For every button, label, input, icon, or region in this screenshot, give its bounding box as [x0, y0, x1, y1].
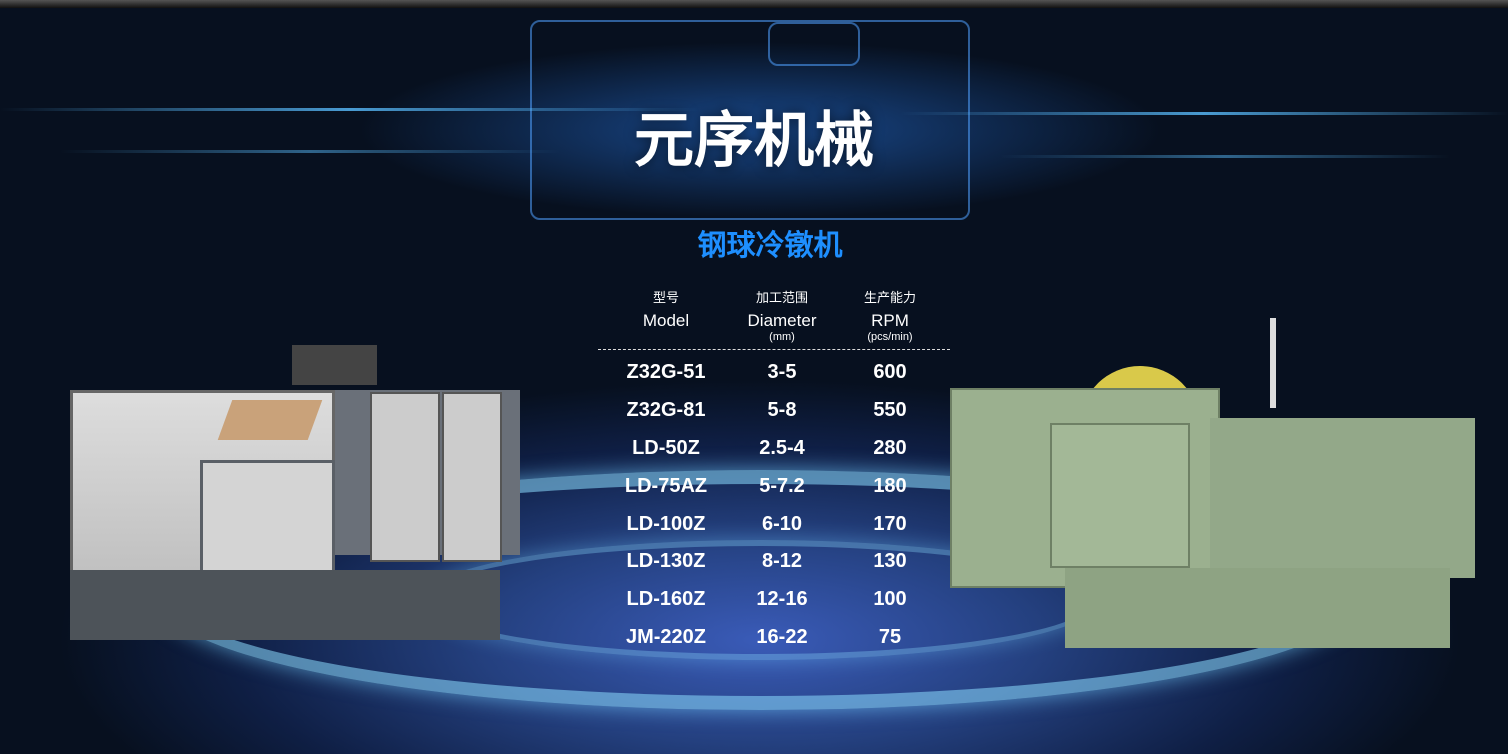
- light-line: [0, 108, 700, 111]
- light-line: [900, 112, 1508, 115]
- cell-rpm: 280: [873, 436, 907, 459]
- cell-diameter: 3-5: [767, 361, 797, 384]
- table-row: Z32G-81 5-8 550: [598, 392, 950, 430]
- product-subtitle: 钢球冷镦机: [697, 230, 843, 262]
- header-en: Model: [642, 311, 690, 330]
- cell-rpm: 75: [878, 625, 902, 648]
- spec-table: 型号 Model 加工范围 Diameter (mm) 生产能力 RPM (pc…: [598, 284, 950, 656]
- cell-diameter: 8-12: [761, 550, 803, 573]
- page-title: 元序机械: [634, 107, 874, 174]
- machine-image-right: [950, 318, 1478, 653]
- table-row: LD-130Z 8-12 130: [598, 543, 950, 581]
- table-header: 型号 Model 加工范围 Diameter (mm) 生产能力 RPM (pc…: [598, 284, 950, 350]
- cell-model: Z32G-81: [626, 399, 706, 422]
- cell-rpm: 180: [873, 474, 907, 497]
- cell-diameter: 5-8: [767, 399, 797, 422]
- table-body: Z32G-51 3-5 600 Z32G-81 5-8 550 LD-50Z 2.5-4 280…: [598, 350, 950, 656]
- machine-outline-graphic: [530, 20, 970, 220]
- cell-rpm: 550: [873, 399, 907, 422]
- cell-rpm: 600: [873, 361, 907, 384]
- machine-image-left: [70, 320, 520, 645]
- header-en: RPM: [871, 311, 909, 330]
- header-rpm: 生产能力 RPM (pcs/min): [830, 284, 950, 349]
- cell-diameter: 6-10: [761, 512, 803, 535]
- header-unit: (mm): [769, 331, 795, 343]
- cell-model: LD-100Z: [626, 512, 706, 535]
- table-row: Z32G-51 3-5 600: [598, 354, 950, 392]
- header-diameter: 加工范围 Diameter (mm): [734, 284, 830, 349]
- cell-rpm: 130: [873, 550, 907, 573]
- cell-model: LD-50Z: [632, 436, 700, 459]
- table-row: LD-100Z 6-10 170: [598, 505, 950, 543]
- header-zh: 型号: [652, 290, 679, 305]
- cell-diameter: 16-22: [756, 625, 808, 648]
- background-glow: [0, 0, 1508, 260]
- header-model: 型号 Model: [598, 284, 734, 349]
- cell-model: LD-75AZ: [624, 474, 708, 497]
- cell-diameter: 2.5-4: [759, 436, 805, 459]
- cell-rpm: 170: [873, 512, 907, 535]
- cell-diameter: 5-7.2: [759, 474, 805, 497]
- table-row: LD-50Z 2.5-4 280: [598, 430, 950, 468]
- machine-outline-window: [768, 22, 860, 66]
- header-zh: 生产能力: [863, 290, 916, 305]
- cell-diameter: 12-16: [756, 588, 808, 611]
- cell-model: LD-130Z: [626, 550, 706, 573]
- table-row: JM-220Z 16-22 75: [598, 619, 950, 657]
- cell-model: LD-160Z: [626, 588, 706, 611]
- top-bar: [0, 0, 1508, 8]
- table-row: LD-160Z 12-16 100: [598, 581, 950, 619]
- cell-model: JM-220Z: [625, 625, 707, 648]
- light-line: [60, 150, 560, 153]
- header-en: Diameter: [747, 311, 817, 330]
- cell-model: Z32G-51: [626, 361, 706, 384]
- table-row: LD-75AZ 5-7.2 180: [598, 467, 950, 505]
- header-unit: (pcs/min): [867, 331, 913, 343]
- cell-rpm: 100: [873, 588, 907, 611]
- light-line: [1000, 155, 1450, 158]
- header-zh: 加工范围: [755, 290, 808, 305]
